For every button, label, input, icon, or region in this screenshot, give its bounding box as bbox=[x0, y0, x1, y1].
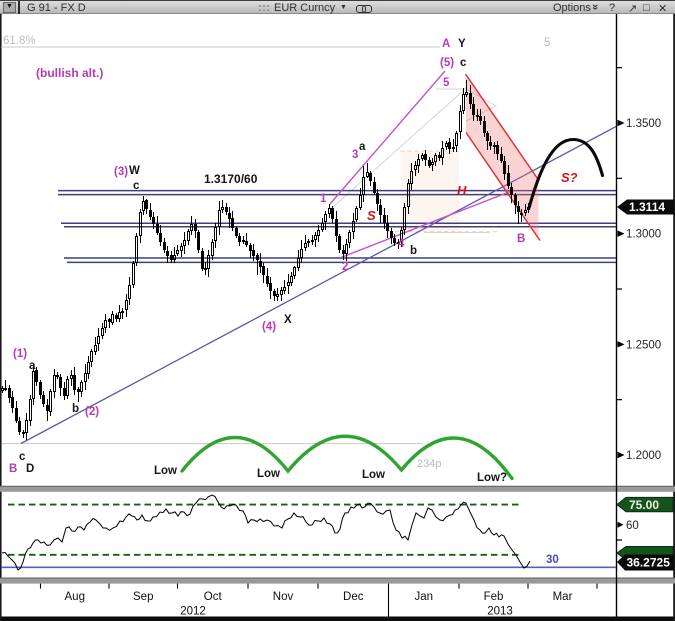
svg-text:Nov: Nov bbox=[273, 591, 294, 603]
svg-text:1.3114: 1.3114 bbox=[629, 200, 665, 214]
svg-text:H: H bbox=[457, 183, 467, 198]
svg-text:Low?: Low? bbox=[477, 472, 507, 484]
svg-text:Sep: Sep bbox=[133, 591, 153, 603]
svg-text:S?: S? bbox=[561, 170, 578, 185]
svg-text:b: b bbox=[72, 403, 79, 415]
svg-text:Jan: Jan bbox=[414, 591, 433, 603]
svg-text:5: 5 bbox=[443, 77, 450, 89]
svg-text:1.2500: 1.2500 bbox=[626, 339, 661, 351]
svg-text:Aug: Aug bbox=[65, 591, 85, 603]
svg-text:A: A bbox=[442, 38, 450, 50]
svg-text:1.3170/60: 1.3170/60 bbox=[204, 172, 258, 186]
svg-text:D: D bbox=[26, 463, 34, 475]
svg-text:75.00: 75.00 bbox=[629, 498, 659, 512]
svg-text:1: 1 bbox=[320, 193, 327, 205]
svg-text:36.2725: 36.2725 bbox=[627, 556, 671, 570]
svg-text:2: 2 bbox=[342, 261, 348, 273]
svg-text:(4): (4) bbox=[262, 321, 276, 333]
svg-text:(2): (2) bbox=[85, 406, 99, 418]
svg-text:5: 5 bbox=[544, 37, 550, 49]
svg-text:2013: 2013 bbox=[487, 606, 513, 618]
svg-text:Y: Y bbox=[458, 38, 466, 50]
svg-text:Feb: Feb bbox=[484, 591, 504, 603]
svg-text:Mar: Mar bbox=[553, 591, 573, 603]
svg-text:1.3000: 1.3000 bbox=[626, 229, 661, 241]
svg-text:Dec: Dec bbox=[343, 591, 364, 603]
svg-text:Low: Low bbox=[257, 468, 280, 480]
svg-text:W: W bbox=[129, 165, 140, 177]
svg-text:4: 4 bbox=[398, 238, 405, 250]
svg-text:234p: 234p bbox=[417, 458, 441, 470]
svg-text:(1): (1) bbox=[13, 348, 27, 360]
svg-text:(bullish alt.): (bullish alt.) bbox=[36, 66, 103, 80]
svg-text:Low: Low bbox=[154, 465, 177, 477]
svg-text:Oct: Oct bbox=[204, 591, 223, 603]
svg-text:Low: Low bbox=[362, 469, 385, 481]
svg-text:2012: 2012 bbox=[180, 606, 206, 618]
svg-text:1.3500: 1.3500 bbox=[626, 118, 661, 130]
svg-text:61.8%: 61.8% bbox=[3, 35, 36, 47]
svg-text:B: B bbox=[9, 463, 17, 475]
svg-text:a: a bbox=[359, 141, 366, 153]
svg-text:S: S bbox=[367, 208, 376, 223]
svg-text:(3): (3) bbox=[114, 166, 128, 178]
svg-text:1.2000: 1.2000 bbox=[626, 450, 661, 462]
svg-text:b: b bbox=[410, 245, 417, 257]
svg-text:X: X bbox=[284, 314, 292, 326]
svg-text:30: 30 bbox=[546, 554, 559, 566]
svg-text:c: c bbox=[460, 57, 467, 69]
svg-text:(5): (5) bbox=[440, 57, 454, 69]
svg-text:c: c bbox=[19, 451, 26, 463]
svg-text:B: B bbox=[517, 233, 525, 245]
svg-text:60: 60 bbox=[626, 520, 639, 532]
svg-text:3: 3 bbox=[352, 149, 358, 161]
svg-text:a: a bbox=[29, 360, 36, 372]
svg-text:c: c bbox=[133, 180, 140, 192]
